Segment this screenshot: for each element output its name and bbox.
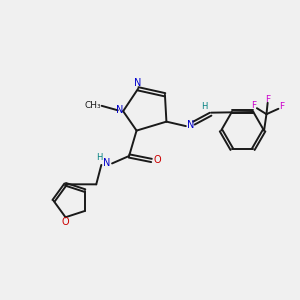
Text: O: O (154, 155, 161, 166)
Text: F: F (266, 95, 271, 104)
Text: F: F (279, 102, 284, 111)
Text: N: N (134, 78, 141, 88)
Text: H: H (96, 153, 102, 162)
Text: N: N (187, 120, 194, 130)
Text: H: H (202, 102, 208, 111)
Text: N: N (103, 158, 110, 168)
Text: O: O (62, 217, 69, 227)
Text: N: N (116, 105, 123, 115)
Text: CH₃: CH₃ (84, 101, 101, 110)
Text: F: F (251, 101, 256, 110)
